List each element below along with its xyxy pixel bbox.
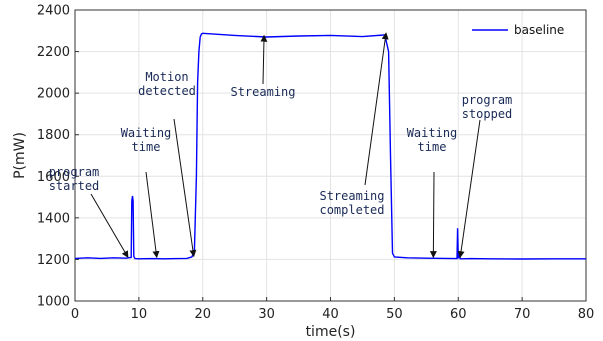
x-tick-label: 60 xyxy=(450,307,467,322)
y-axis-label: P(mW) xyxy=(12,132,28,179)
y-tick-label: 1000 xyxy=(37,295,70,310)
annotation-label: program started xyxy=(49,165,100,193)
x-tick-label: 50 xyxy=(386,307,403,322)
annotation-label: Streaming xyxy=(230,85,295,99)
annotation-arrow xyxy=(145,171,160,259)
annotation-arrow xyxy=(429,171,437,259)
y-tick-label: 1200 xyxy=(37,253,70,268)
y-tick-label: 2200 xyxy=(37,45,70,60)
annotation-label: Waiting time xyxy=(407,126,458,154)
grid xyxy=(74,9,587,302)
axis-ticks: 0 10 20 30 40 50 60 70 80 1000 1200 1400 1600 1800 200… xyxy=(37,4,594,323)
x-tick-label: 0 xyxy=(71,307,79,322)
y-tick-label: 2400 xyxy=(37,4,70,19)
annotation-arrow xyxy=(457,119,481,259)
annotation-arrow xyxy=(364,32,389,186)
annotations: program started Waiting time Motion detected S… xyxy=(49,32,513,259)
y-tick-label: 1600 xyxy=(37,170,70,185)
annotation-arrow xyxy=(90,193,129,259)
x-axis-label: time(s) xyxy=(306,324,356,340)
x-tick-label: 70 xyxy=(514,307,531,322)
annotation-arrow xyxy=(173,118,197,258)
y-tick-label: 1800 xyxy=(37,128,70,143)
annotation-label: Waiting time xyxy=(121,126,172,154)
x-tick-label: 10 xyxy=(131,307,148,322)
x-tick-label: 40 xyxy=(322,307,339,322)
annotation-label: Motion detected xyxy=(138,70,196,98)
x-tick-label: 20 xyxy=(194,307,211,322)
y-tick-label: 2000 xyxy=(37,87,70,102)
legend: baseline xyxy=(472,23,564,37)
legend-label-baseline: baseline xyxy=(514,23,564,37)
series-line-baseline xyxy=(74,32,586,260)
x-tick-label: 80 xyxy=(578,307,595,322)
annotation-label: Streaming completed xyxy=(319,189,384,217)
annotation-arrow xyxy=(260,34,268,85)
annotation-label: program stopped xyxy=(462,93,513,121)
y-tick-label: 1400 xyxy=(37,211,70,226)
x-tick-label: 30 xyxy=(258,307,275,322)
